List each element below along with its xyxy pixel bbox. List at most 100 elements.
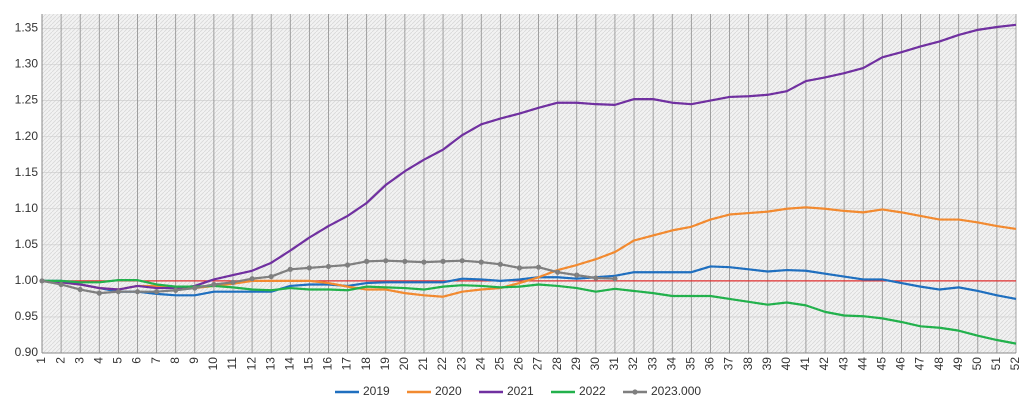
x-tick-label: 32 (626, 357, 640, 371)
series-marker (211, 281, 217, 288)
series-marker (344, 262, 351, 268)
x-tick-label: 24 (473, 357, 487, 371)
x-tick-label: 30 (588, 357, 602, 371)
series-marker (173, 287, 179, 293)
x-tick-label: 52 (1008, 357, 1022, 371)
series-marker (268, 273, 274, 280)
x-tick-label: 4 (91, 357, 105, 364)
x-tick-label: 40 (779, 357, 793, 371)
x-tick-label: 15 (302, 357, 316, 371)
x-tick-label: 44 (855, 357, 869, 371)
x-tick-label: 26 (512, 357, 526, 371)
series-marker (153, 289, 160, 295)
x-tick-label: 17 (340, 357, 354, 371)
x-tick-label: 3 (72, 357, 86, 364)
x-tick-label: 9 (187, 357, 201, 364)
x-tick-label: 13 (263, 357, 277, 371)
series-marker (325, 263, 332, 270)
x-tick-label: 5 (111, 357, 125, 364)
series-marker (535, 264, 542, 270)
series-marker (478, 259, 484, 265)
x-tick-label: 11 (225, 357, 239, 370)
y-tick-label: 1.25 (15, 93, 39, 107)
series-marker (612, 276, 618, 282)
x-tick-label: 2 (53, 357, 67, 364)
x-tick-label: 35 (684, 357, 698, 371)
x-tick-label: 33 (645, 357, 659, 371)
series-marker (440, 258, 446, 264)
series-marker (249, 276, 255, 282)
x-tick-label: 7 (149, 357, 163, 364)
y-tick-label: 1.30 (15, 57, 39, 71)
y-tick-label: 0.95 (15, 309, 39, 323)
x-tick-label: 50 (970, 357, 984, 371)
series-marker (58, 281, 64, 288)
series-marker (306, 265, 312, 271)
x-tick-label: 47 (913, 357, 927, 371)
legend-label: 2019 (363, 384, 390, 398)
x-tick-label: 22 (435, 357, 449, 371)
legend-label: 2022 (579, 384, 606, 398)
y-tick-label: 0.90 (15, 345, 39, 359)
series-marker (230, 279, 236, 285)
x-tick-label: 8 (168, 357, 182, 364)
y-tick-label: 1.15 (15, 165, 39, 179)
x-tick-label: 34 (664, 357, 678, 371)
series-line (41, 23, 1017, 291)
series-marker (497, 261, 503, 267)
series-marker (402, 258, 408, 264)
series-marker (516, 265, 523, 271)
x-tick-label: 45 (874, 357, 888, 371)
x-tick-label: 43 (836, 357, 850, 371)
x-tick-label: 48 (932, 357, 946, 371)
series-marker (192, 285, 198, 291)
series-marker (287, 266, 293, 272)
series-marker (364, 258, 370, 264)
x-tick-label: 23 (454, 357, 468, 371)
x-tick-label: 16 (321, 357, 335, 371)
legend-label: 2020 (435, 384, 462, 398)
series-marker (115, 289, 121, 295)
x-tick-label: 38 (741, 357, 755, 371)
x-tick-label: 10 (206, 357, 220, 371)
x-tick-label: 14 (282, 357, 296, 371)
y-tick-label: 1.35 (15, 21, 39, 35)
x-tick-label: 41 (798, 357, 812, 371)
series-line (42, 265, 1017, 300)
y-tick-label: 1.05 (15, 237, 39, 251)
y-tick-label: 1.20 (15, 129, 39, 143)
x-tick-label: 21 (416, 357, 430, 371)
x-tick-label: 28 (550, 357, 564, 371)
x-tick-label: 18 (359, 357, 373, 371)
series-marker (574, 272, 580, 278)
x-tick-label: 39 (760, 357, 774, 371)
y-tick-label: 1.10 (15, 201, 39, 215)
x-tick-label: 46 (894, 357, 908, 371)
x-tick-label: 25 (493, 357, 507, 371)
series-marker (459, 258, 465, 264)
series-marker (39, 278, 45, 284)
x-tick-label: 42 (817, 357, 831, 371)
series-marker (96, 290, 102, 296)
y-tick-label: 1.00 (15, 273, 39, 287)
series-marker (555, 269, 561, 275)
x-tick-label: 19 (378, 357, 392, 371)
x-tick-label: 29 (569, 357, 583, 371)
x-tick-label: 36 (703, 357, 717, 371)
x-tick-label: 49 (951, 357, 965, 371)
x-tick-label: 1 (34, 357, 48, 364)
series-marker (77, 286, 83, 293)
x-tick-label: 37 (722, 357, 736, 371)
series-marker (134, 289, 141, 295)
legend-marker (632, 389, 638, 395)
series-marker (593, 275, 599, 281)
x-tick-label: 20 (397, 357, 411, 371)
x-tick-label: 27 (531, 357, 545, 371)
legend-label: 2023.000 (651, 384, 701, 398)
x-tick-label: 51 (989, 357, 1003, 371)
x-tick-label: 12 (244, 357, 258, 371)
x-tick-label: 6 (130, 357, 144, 364)
legend-label: 2021 (507, 384, 534, 398)
series-marker (421, 259, 427, 265)
